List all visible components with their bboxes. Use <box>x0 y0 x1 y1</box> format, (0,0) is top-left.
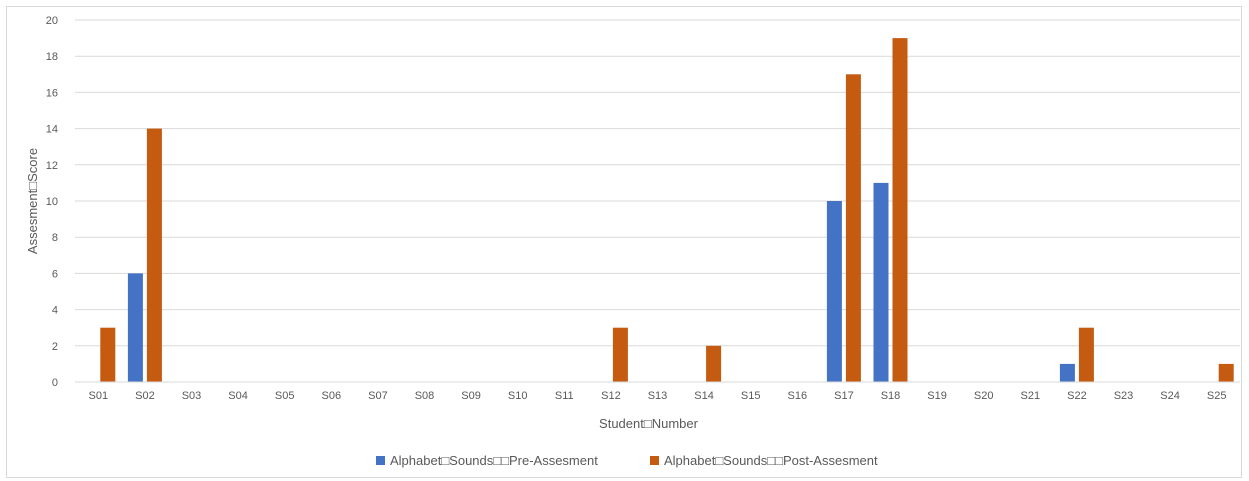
x-tick-label: S11 <box>555 390 574 402</box>
x-tick-label: S04 <box>228 390 248 402</box>
y-tick-label: 18 <box>46 51 58 63</box>
gridlines <box>75 19 1240 347</box>
bar-post-s02 <box>146 128 162 382</box>
y-axis-title: Assesment□Score <box>25 148 40 254</box>
legend-label-post: Alphabet□Sounds□□Post-Assesment <box>664 453 878 468</box>
x-axis-ticks: S01 S02 S03 S04 S05 S06 S07 S08 S09 S10 S11 S12 S13 S… <box>89 390 1227 402</box>
x-tick-label: S08 <box>415 390 435 402</box>
y-tick-label: 6 <box>52 268 58 280</box>
chart-area <box>6 6 1242 478</box>
legend: Alphabet□Sounds□□Pre-Assesment Alphabet□S… <box>376 453 878 468</box>
x-tick-label: S22 <box>1067 390 1087 402</box>
y-tick-label: 0 <box>52 377 58 389</box>
x-tick-label: S12 <box>601 390 621 402</box>
bar-post-s22 <box>1078 327 1094 382</box>
x-tick-label: S21 <box>1021 390 1041 402</box>
legend-swatch-post <box>650 456 659 465</box>
x-tick-label: S17 <box>834 390 854 402</box>
bar-pre-s18 <box>873 182 889 382</box>
bar-pre-s17 <box>826 201 842 382</box>
x-tick-label: S25 <box>1207 390 1227 402</box>
x-tick-label: S09 <box>461 390 481 402</box>
x-tick-label: S16 <box>788 390 808 402</box>
bar-post-s25 <box>1218 363 1234 382</box>
legend-label-pre: Alphabet□Sounds□□Pre-Assesment <box>390 453 598 468</box>
bar-post-s14 <box>706 345 722 382</box>
bar-post-s17 <box>845 74 861 383</box>
x-tick-label: S18 <box>881 390 901 402</box>
x-axis-title: Student□Number <box>599 416 699 431</box>
y-tick-label: 8 <box>52 232 58 244</box>
y-tick-label: 10 <box>46 196 58 208</box>
y-axis-ticks: 0 2 4 6 8 10 12 14 16 18 20 <box>46 15 58 389</box>
x-tick-label: S01 <box>89 390 109 402</box>
x-tick-label: S24 <box>1160 390 1180 402</box>
x-tick-label: S23 <box>1114 390 1134 402</box>
x-tick-label: S06 <box>322 390 342 402</box>
y-tick-label: 2 <box>52 341 58 353</box>
x-tick-label: S02 <box>135 390 155 402</box>
x-tick-label: S19 <box>927 390 947 402</box>
y-tick-label: 4 <box>52 305 58 317</box>
y-tick-label: 12 <box>46 160 58 172</box>
bar-pre-s22 <box>1059 363 1075 382</box>
x-tick-label: S13 <box>648 390 668 402</box>
x-tick-label: S03 <box>182 390 202 402</box>
x-tick-label: S14 <box>694 390 714 402</box>
legend-swatch-pre <box>376 456 385 465</box>
x-tick-label: S15 <box>741 390 761 402</box>
bar-post-s18 <box>892 38 908 382</box>
x-tick-label: S20 <box>974 390 994 402</box>
y-tick-label: 16 <box>46 87 58 99</box>
y-tick-label: 20 <box>46 15 58 27</box>
x-tick-label: S10 <box>508 390 528 402</box>
bars <box>100 38 1234 383</box>
x-tick-label: S05 <box>275 390 295 402</box>
bar-post-s12 <box>612 327 628 382</box>
x-tick-label: S07 <box>368 390 388 402</box>
y-tick-label: 14 <box>46 124 58 136</box>
bar-post-s01 <box>100 327 116 382</box>
bar-pre-s02 <box>127 273 143 382</box>
